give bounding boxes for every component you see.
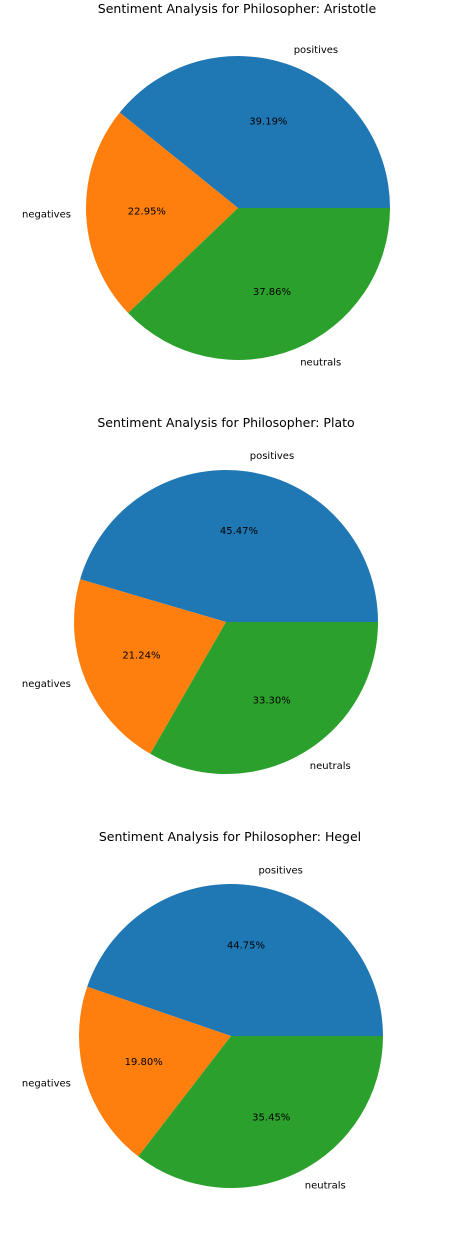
slice-positives [80, 470, 379, 622]
slice-percent-negatives: 22.95% [128, 206, 166, 217]
slice-positives [119, 56, 391, 209]
slice-label-neutrals: neutrals [310, 761, 351, 772]
slice-percent-neutrals: 35.45% [252, 1112, 290, 1123]
slice-percent-neutrals: 33.30% [253, 695, 291, 706]
slice-label-positives: positives [250, 451, 294, 462]
slice-percent-neutrals: 37.86% [253, 287, 291, 298]
slice-negatives [79, 986, 231, 1157]
pie-chart-3: Sentiment Analysis for Philosopher: Hege… [22, 829, 384, 1192]
slice-label-negatives: negatives [22, 1079, 71, 1090]
slice-percent-positives: 44.75% [227, 941, 265, 952]
slice-label-negatives: negatives [22, 679, 71, 690]
slice-neutrals [150, 622, 378, 775]
chart-title: Sentiment Analysis for Philosopher: Hege… [99, 829, 361, 844]
slice-positives [87, 884, 384, 1036]
slice-label-negatives: negatives [22, 209, 71, 220]
slice-percent-positives: 45.47% [220, 526, 258, 537]
slice-label-positives: positives [258, 866, 302, 877]
pie-chart-2: Sentiment Analysis for Philosopher: Plat… [22, 415, 379, 775]
slice-percent-negatives: 19.80% [125, 1057, 163, 1068]
slice-neutrals [128, 208, 390, 360]
slice-percent-negatives: 21.24% [122, 651, 160, 662]
slice-percent-positives: 39.19% [249, 117, 287, 128]
chart-title: Sentiment Analysis for Philosopher: Aris… [98, 1, 377, 16]
slice-label-neutrals: neutrals [300, 358, 341, 369]
pie-chart-1: Sentiment Analysis for Philosopher: Aris… [22, 1, 391, 369]
slice-label-neutrals: neutrals [305, 1181, 346, 1192]
slice-negatives [73, 579, 227, 754]
slice-label-positives: positives [294, 45, 338, 56]
slice-negatives [86, 112, 238, 314]
chart-title: Sentiment Analysis for Philosopher: Plat… [97, 415, 354, 430]
slice-neutrals [138, 1036, 383, 1188]
